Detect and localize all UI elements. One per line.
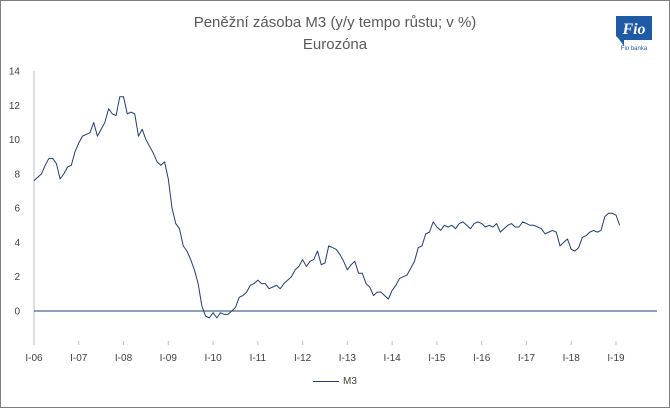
- y-tick-label: 8: [14, 169, 20, 180]
- y-tick-label: 6: [14, 204, 20, 215]
- x-tick-label: I-07: [70, 353, 88, 364]
- logo-flag-shape: [616, 16, 652, 46]
- x-tick-label: I-14: [384, 353, 402, 364]
- x-tick-label: I-08: [115, 353, 133, 364]
- x-axis: I-06 I-07 I-08 I-09 I-10 I-11 I-12 I-13 I-14 I-15…: [25, 310, 657, 364]
- x-tick-label: I-13: [339, 353, 357, 364]
- y-tick-label: 2: [14, 272, 20, 283]
- x-tick-label: I-17: [518, 353, 536, 364]
- x-tick-label: I-11: [250, 353, 267, 364]
- legend-label-m3: M3: [343, 376, 357, 387]
- series-group: [33, 96, 621, 319]
- x-tick-label: I-10: [204, 353, 222, 364]
- series-line-m3: [33, 96, 621, 319]
- chart-subtitle: Eurozóna: [302, 36, 368, 53]
- x-tick-label: I-06: [25, 353, 43, 364]
- x-tick-label: I-12: [294, 353, 312, 364]
- x-tick-label: I-16: [473, 353, 491, 364]
- y-tick-label: 12: [9, 101, 21, 112]
- fio-banka-logo: Fio Fio banka: [616, 16, 652, 52]
- x-tick-label: I-18: [563, 353, 581, 364]
- x-tick-label: I-19: [607, 353, 625, 364]
- svg-text:Fio: Fio: [621, 21, 645, 38]
- y-tick-label: 4: [14, 238, 20, 249]
- y-tick-label: 0: [14, 307, 20, 318]
- legend: M3: [0, 376, 670, 387]
- y-tick-label: 10: [9, 135, 21, 146]
- y-tick-label: 14: [9, 67, 21, 78]
- x-tick-label: I-09: [160, 353, 178, 364]
- legend-swatch-m3: [313, 380, 340, 382]
- y-axis: 14 12 10 8 6 4 2 0: [9, 67, 35, 345]
- svg-text:Fio banka: Fio banka: [621, 46, 648, 52]
- x-tick-label: I-15: [428, 353, 446, 364]
- chart-title: Peněžní zásoba M3 (y/y tempo růstu; v %): [193, 14, 477, 31]
